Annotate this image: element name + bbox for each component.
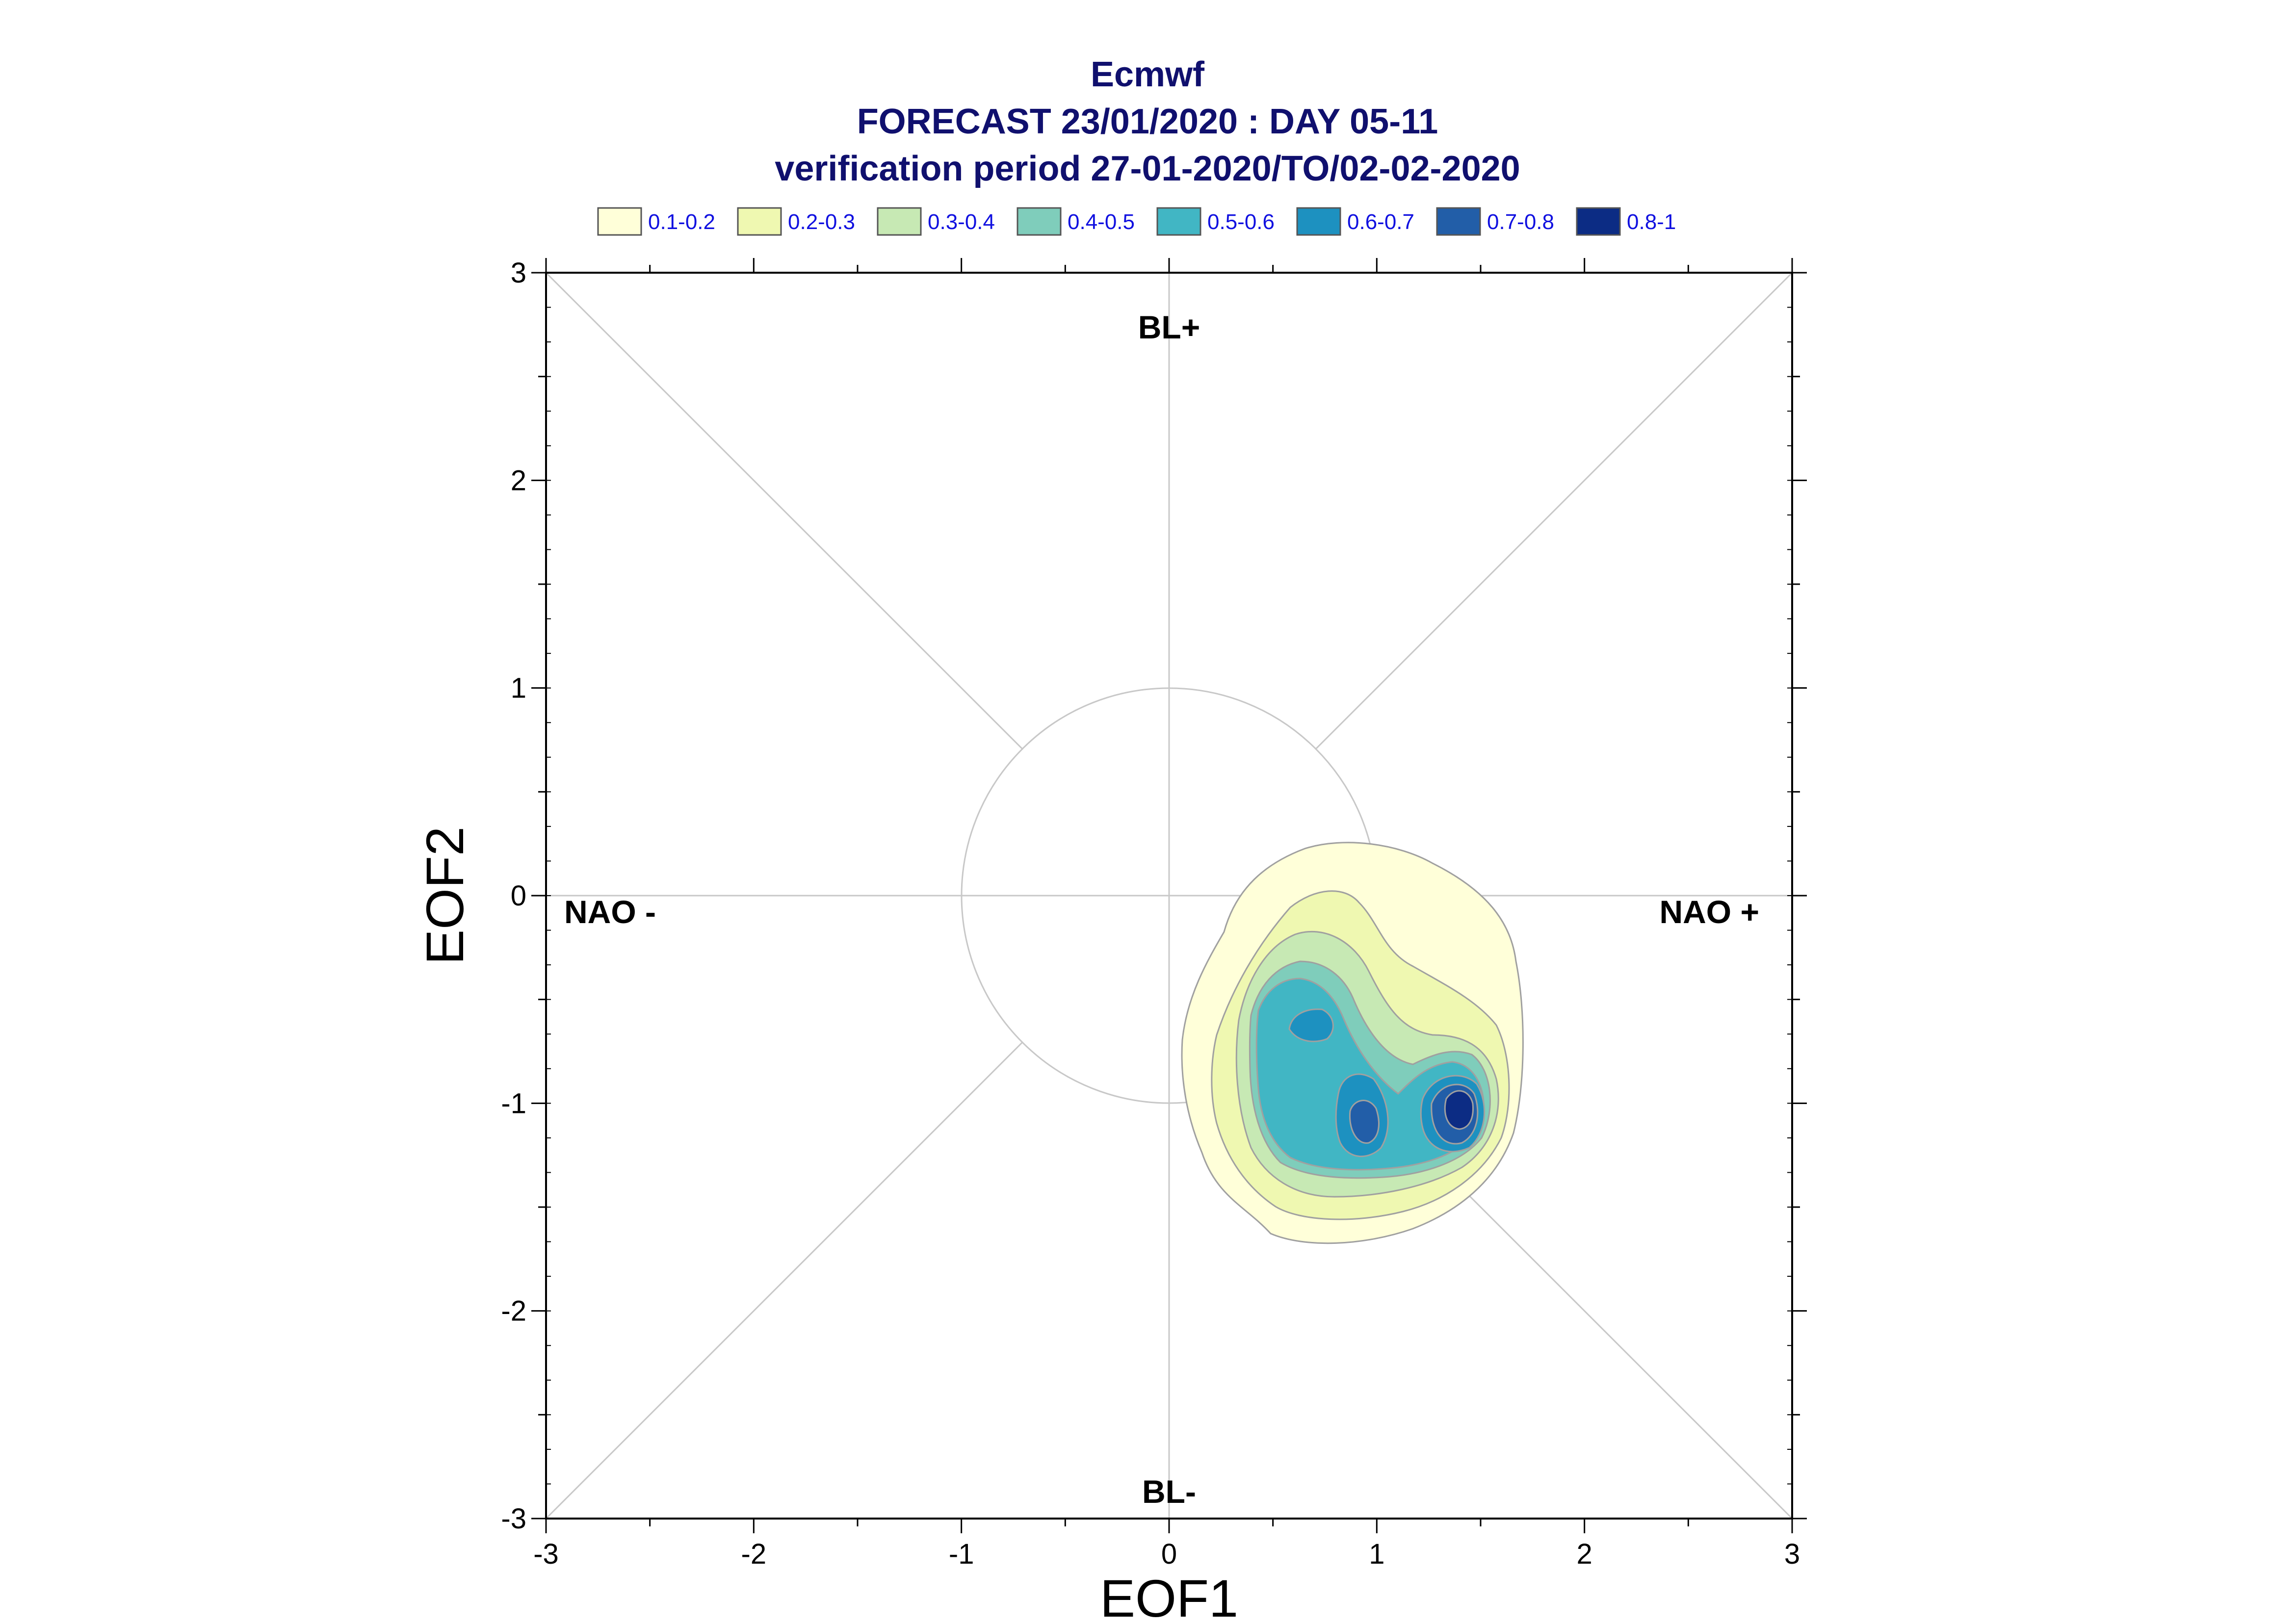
legend-item: 0.5-0.6	[1156, 207, 1275, 236]
y-tick-label: -3	[501, 1503, 526, 1535]
x-axis-title: EOF1	[1100, 1569, 1238, 1624]
legend-swatch	[1017, 207, 1062, 236]
legend-item: 0.4-0.5	[1017, 207, 1135, 236]
diagonal-upper-left	[545, 272, 1024, 750]
y-tick-label: 0	[511, 880, 526, 912]
y-tick-label: -2	[501, 1295, 526, 1327]
x-tick-label: 1	[1369, 1538, 1384, 1570]
contour-0.8-1	[1444, 1090, 1474, 1130]
density-contours	[1181, 842, 1524, 1244]
legend-item: 0.7-0.8	[1436, 207, 1554, 236]
legend-label: 0.1-0.2	[648, 210, 715, 234]
legend-item: 0.3-0.4	[877, 207, 995, 236]
legend-label: 0.6-0.7	[1347, 210, 1414, 234]
y-tick-label: 1	[511, 672, 526, 704]
legend-label: 0.7-0.8	[1487, 210, 1554, 234]
x-tick-label: 2	[1577, 1538, 1592, 1570]
x-tick-label: 3	[1784, 1538, 1800, 1570]
legend-swatch	[1576, 207, 1621, 236]
legend-label: 0.3-0.4	[928, 210, 995, 234]
plot-area: BL+ BL- NAO - NAO +	[545, 272, 1793, 1520]
legend-item: 0.1-0.2	[597, 207, 715, 236]
x-tick-label: -2	[741, 1538, 767, 1570]
legend-swatch	[877, 207, 922, 236]
y-axis-title: EOF2	[415, 826, 474, 965]
title-line-1: Ecmwf	[1091, 55, 1205, 94]
legend-label: 0.5-0.6	[1207, 210, 1275, 234]
legend-label: 0.8-1	[1627, 210, 1676, 234]
legend-label: 0.4-0.5	[1068, 210, 1135, 234]
legend-swatch	[1296, 207, 1341, 236]
regime-labels: BL+ BL- NAO - NAO +	[564, 309, 1759, 1510]
x-tick-label: -1	[949, 1538, 974, 1570]
legend-item: 0.6-0.7	[1296, 207, 1414, 236]
legend-swatch	[1156, 207, 1201, 236]
diagonal-upper-right	[1314, 272, 1793, 750]
axes: -3 -2 -1 0 1 2 3 3 2 1 0 -1 -2 -3	[501, 257, 1807, 1570]
x-tick-label: 0	[1161, 1538, 1177, 1570]
legend-label: 0.2-0.3	[788, 210, 855, 234]
legend: 0.1-0.2 0.2-0.3 0.3-0.4 0.4-0.5 0.5-0.6 0.6-0…	[597, 207, 1676, 236]
legend-swatch	[1436, 207, 1481, 236]
legend-swatch	[737, 207, 782, 236]
title-line-2: FORECAST 23/01/2020 : DAY 05-11	[857, 102, 1438, 141]
y-tick-label: 2	[511, 464, 526, 496]
chart-title: Ecmwf FORECAST 23/01/2020 : DAY 05-11 ve…	[775, 55, 1520, 188]
regime-label-top: BL+	[1138, 309, 1200, 345]
title-line-3: verification period 27-01-2020/TO/02-02-…	[775, 149, 1520, 188]
x-tick-label: -3	[533, 1538, 559, 1570]
legend-item: 0.2-0.3	[737, 207, 855, 236]
regime-label-left: NAO -	[564, 894, 656, 930]
regime-label-bottom: BL-	[1142, 1473, 1196, 1510]
legend-item: 0.8-1	[1576, 207, 1676, 236]
y-tick-label: 3	[511, 257, 526, 289]
regime-label-right: NAO +	[1659, 894, 1759, 930]
legend-swatch	[597, 207, 642, 236]
guide-lines	[545, 272, 1793, 1520]
diagonal-lower-left	[545, 1041, 1024, 1520]
y-tick-label: -1	[501, 1087, 526, 1119]
